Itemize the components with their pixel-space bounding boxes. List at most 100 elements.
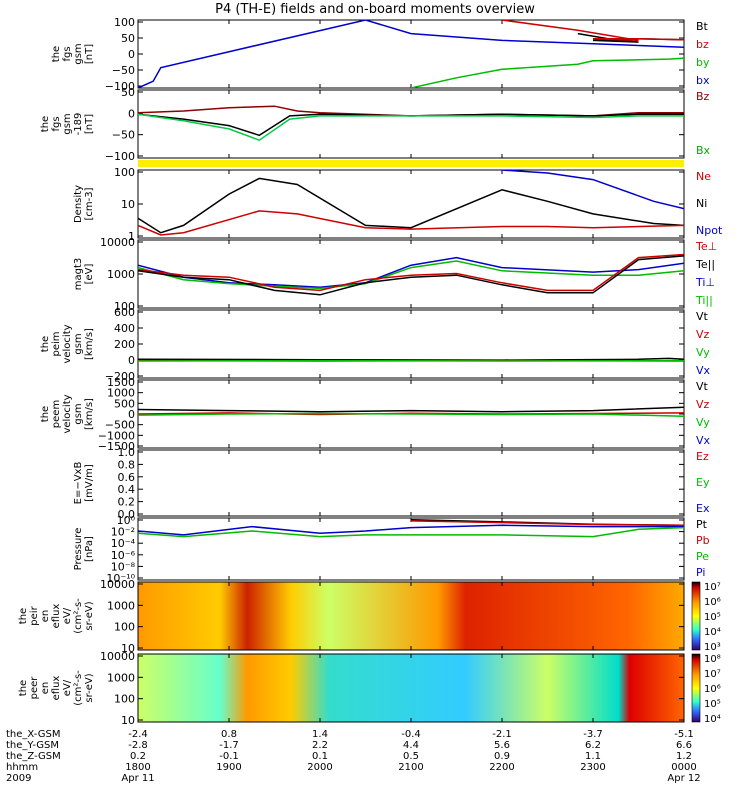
- legend-entry: Pb: [696, 534, 710, 547]
- y-tick-label: −100: [105, 150, 135, 163]
- legend-entry: Ey: [696, 476, 710, 489]
- y-tick-label: 1500: [107, 376, 135, 389]
- y-axis-label: sr-eV): [84, 673, 95, 702]
- y-tick-label: −200: [105, 370, 135, 383]
- series-Te||: [138, 255, 684, 296]
- series-black: [138, 113, 684, 137]
- series-Ti||: [138, 260, 684, 290]
- y-axis-label: Pressure: [73, 528, 84, 571]
- colorbar-label: 10⁵: [704, 612, 721, 623]
- y-tick-label: 0: [128, 48, 135, 61]
- colorbar-label: 10⁷: [704, 582, 721, 593]
- legend-entry: Vz: [696, 398, 710, 411]
- footer-value: 1.4: [312, 729, 328, 740]
- y-tick-label: 500: [114, 397, 135, 410]
- panel-fgs-dsl: 50 0 −50 −100 the fgs gsm -189 [nT] Bz Bx: [40, 86, 711, 163]
- y-axis-label: [km/s]: [84, 398, 95, 430]
- footer-value: Apr 11: [121, 773, 154, 784]
- series-Ne: [138, 210, 684, 236]
- y-tick-label: 10000: [100, 578, 135, 591]
- legend-entry: Vy: [696, 346, 710, 359]
- y-axis-label: Density: [73, 185, 84, 223]
- legend-entry: Vt: [696, 380, 709, 393]
- y-tick-label: 10⁻⁶: [111, 549, 136, 562]
- y-axis-label: [nT]: [84, 44, 95, 64]
- spectrogram: [138, 582, 684, 650]
- y-tick-label: 1000: [107, 599, 135, 612]
- series-Vy: [138, 412, 684, 418]
- footer-value: 1.1: [585, 751, 601, 762]
- y-tick-label: 100: [114, 166, 135, 179]
- y-axis-label: peer: [29, 676, 40, 700]
- panel-temperature: 10000 1000 100 magt3 [eV] Te⊥ Te|| Ti⊥ Ti||: [73, 236, 717, 313]
- y-tick-label: 10000: [100, 236, 135, 249]
- colorbar: [691, 581, 701, 651]
- footer-value: 1800: [125, 762, 150, 773]
- y-tick-label: 100: [114, 16, 135, 29]
- y-tick-label: 100: [114, 621, 135, 634]
- y-axis-label: (cm²-s-: [73, 670, 84, 706]
- footer-row-label: 2009: [6, 773, 31, 784]
- series-Pb: [410, 520, 684, 527]
- legend-entry: Npot: [696, 224, 723, 237]
- footer-value: -3.7: [583, 729, 603, 740]
- y-tick-label: 10⁻¹⁰: [106, 572, 135, 585]
- colorbar-label: 10³: [704, 642, 721, 653]
- footer-value: -5.1: [674, 729, 694, 740]
- legend-entry: Ez: [696, 450, 709, 463]
- series-Te⊥: [138, 253, 684, 292]
- series-Npot: [501, 170, 684, 210]
- y-axis-label: gsm: [73, 333, 84, 354]
- y-axis-label: gsm: [62, 113, 73, 134]
- series-bz: [501, 20, 684, 42]
- y-tick-label: 10: [121, 198, 135, 211]
- y-axis-label: eV/: [62, 607, 73, 624]
- footer-value: -0.4: [401, 729, 421, 740]
- legend-entry: Ti⊥: [695, 276, 715, 289]
- panel-velocity-peim: 600 400 200 0 −200 the peim velocity gsm [km/s] Vt…: [40, 306, 711, 383]
- y-axis-label: gsm: [73, 403, 84, 424]
- legend-entry: Ti||: [695, 294, 713, 307]
- y-axis-label: eflux: [51, 604, 62, 629]
- legend-entry: by: [696, 56, 710, 69]
- legend-entry: Ni: [696, 197, 707, 210]
- series-Vt: [138, 357, 684, 361]
- y-axis-label: gsm: [73, 43, 84, 64]
- y-axis-label: the: [18, 680, 29, 696]
- y-tick-label: 0: [128, 408, 135, 421]
- y-tick-label: 0.4: [118, 483, 136, 496]
- footer-value: 1900: [216, 762, 241, 773]
- y-axis-label: [nPa]: [84, 536, 95, 562]
- panel-peer-spec: 10⁸ 10⁷ 10⁶ 10⁵ 10⁴ 10000 1000 100 10 the peer en ef…: [18, 650, 721, 727]
- footer-value: -2.8: [128, 740, 148, 751]
- y-axis-label: velocity: [62, 394, 73, 433]
- y-axis-label: the: [40, 406, 51, 422]
- colorbar: [691, 653, 701, 723]
- y-tick-label: −100: [105, 80, 135, 93]
- y-tick-label: 10⁰: [117, 514, 136, 527]
- series-bx: [138, 20, 684, 88]
- y-axis-label: fgs: [62, 46, 73, 61]
- y-tick-label: 1: [128, 230, 135, 243]
- legend-entry: Te⊥: [695, 240, 717, 253]
- y-tick-label: 10: [121, 714, 135, 727]
- colorbar-label: 10⁴: [704, 627, 721, 638]
- y-axis-label: fgs: [51, 116, 62, 131]
- footer-row-label: the_Y-GSM: [6, 740, 59, 751]
- y-axis-label: [eV]: [84, 264, 95, 285]
- y-tick-label: 200: [114, 338, 135, 351]
- series-Bz: [138, 105, 684, 117]
- y-tick-label: 10000: [100, 650, 135, 663]
- legend-entry: Vx: [696, 364, 711, 377]
- legend-entry: bx: [696, 74, 710, 87]
- y-tick-label: −1000: [98, 429, 135, 442]
- y-tick-label: 100: [114, 300, 135, 313]
- footer-value: 0.2: [130, 751, 146, 762]
- y-axis-label: peem: [51, 400, 62, 428]
- footer-value: 2000: [307, 762, 332, 773]
- y-tick-label: 10⁻⁴: [111, 537, 136, 550]
- legend-entry: Pi: [696, 566, 705, 579]
- y-tick-label: −1500: [98, 440, 135, 453]
- y-axis-label: [km/s]: [84, 328, 95, 360]
